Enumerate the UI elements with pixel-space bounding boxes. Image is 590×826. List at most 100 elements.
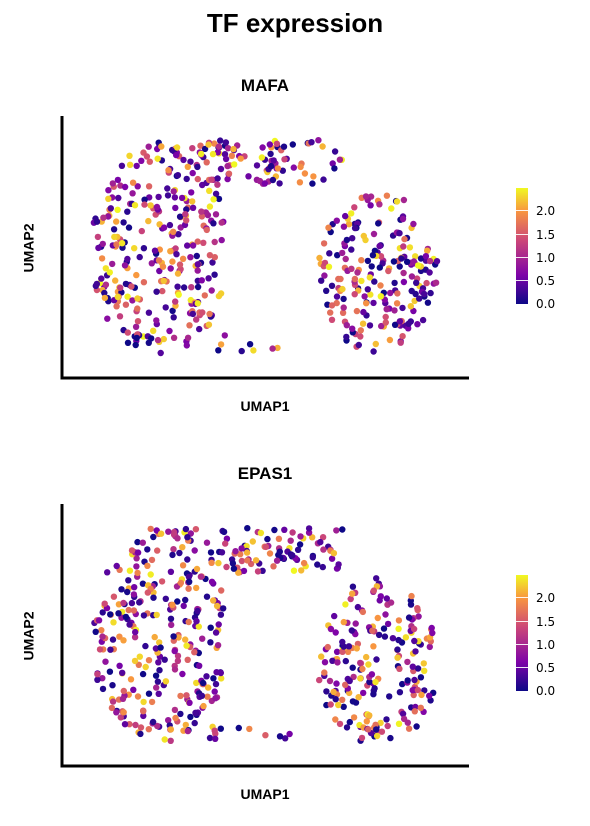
cell-point xyxy=(99,240,107,248)
cell-point xyxy=(328,282,336,289)
cell-point xyxy=(413,723,420,730)
cell-point xyxy=(325,224,332,231)
cell-point xyxy=(370,299,377,307)
cell-point xyxy=(309,554,316,561)
cell-point xyxy=(215,143,223,150)
cell-point xyxy=(113,562,120,570)
cell-point xyxy=(330,688,337,696)
cell-point xyxy=(408,287,415,295)
cell-point xyxy=(264,535,271,543)
cell-point xyxy=(112,277,119,284)
cell-point xyxy=(211,140,218,147)
colorbar-legend-mafa: 0.0 0.5 1.0 1.5 2.0 xyxy=(514,188,584,318)
cell-point xyxy=(209,259,216,266)
cell-point xyxy=(130,686,137,693)
cell-point xyxy=(321,259,329,267)
cell-point xyxy=(133,563,140,570)
cell-point xyxy=(206,252,214,259)
cell-point xyxy=(130,607,138,614)
cell-point xyxy=(209,150,217,158)
cell-point xyxy=(289,552,296,559)
cell-point xyxy=(230,145,237,153)
cell-point xyxy=(199,635,206,642)
cell-point xyxy=(411,676,418,684)
cell-point xyxy=(399,680,406,688)
cell-point xyxy=(195,623,202,630)
cell-point xyxy=(170,228,177,235)
cell-point xyxy=(198,692,206,699)
cell-point xyxy=(136,599,143,606)
cell-point xyxy=(212,735,219,742)
cell-point xyxy=(140,612,148,619)
cell-point xyxy=(189,310,197,318)
cell-point xyxy=(328,316,336,323)
cell-point xyxy=(154,678,162,685)
cell-point xyxy=(201,145,209,153)
cell-point xyxy=(420,660,427,667)
cell-point xyxy=(254,568,262,575)
cell-point xyxy=(185,618,192,626)
cell-point xyxy=(205,141,212,148)
cell-point xyxy=(350,714,358,721)
cell-point xyxy=(113,241,120,248)
cell-point xyxy=(243,543,250,550)
cell-point xyxy=(211,238,218,246)
cell-point xyxy=(128,599,136,607)
cell-point xyxy=(164,185,171,192)
cell-point xyxy=(194,300,201,307)
colorbar-tick-label: 0.5 xyxy=(536,661,556,675)
cell-point xyxy=(372,678,379,686)
cell-point xyxy=(193,316,200,323)
cell-point xyxy=(321,272,328,279)
cell-point xyxy=(370,230,378,238)
cell-point xyxy=(395,625,402,632)
cell-point xyxy=(339,638,346,646)
cell-point xyxy=(211,727,218,734)
y-axis-label-epas1: UMAP2 xyxy=(20,611,37,661)
cell-point xyxy=(107,611,114,618)
cell-point xyxy=(257,529,265,537)
cell-point xyxy=(121,262,129,269)
cell-point xyxy=(347,595,354,603)
cell-point xyxy=(256,177,264,185)
cell-point xyxy=(245,173,252,180)
cell-point xyxy=(342,657,349,665)
cell-point xyxy=(395,720,403,727)
cell-point xyxy=(99,675,106,682)
cell-point xyxy=(243,549,251,556)
cell-point xyxy=(115,610,122,617)
cell-point xyxy=(334,252,341,259)
cell-point xyxy=(250,347,257,354)
cell-point xyxy=(146,158,153,165)
cell-point xyxy=(340,703,347,710)
cell-point xyxy=(129,190,136,197)
cell-point xyxy=(161,656,168,663)
cell-point xyxy=(215,621,222,628)
cell-point xyxy=(318,277,325,284)
cell-point xyxy=(147,525,154,533)
cell-point xyxy=(126,721,133,728)
cell-point xyxy=(126,161,134,168)
cell-point xyxy=(372,340,379,348)
cell-point xyxy=(124,208,131,215)
cell-point xyxy=(352,620,359,627)
cell-point xyxy=(105,213,112,220)
cell-point xyxy=(328,555,336,562)
cell-point xyxy=(223,563,230,571)
cell-point xyxy=(178,194,186,202)
cell-point xyxy=(145,183,153,190)
cell-point xyxy=(138,157,145,164)
cell-point xyxy=(167,737,174,744)
cell-point xyxy=(157,349,164,357)
cell-point xyxy=(369,627,376,634)
cell-point xyxy=(134,569,141,577)
cell-point xyxy=(100,214,107,221)
axis-lines xyxy=(60,504,469,768)
cell-point xyxy=(144,562,151,569)
cell-point xyxy=(183,175,190,183)
cell-point xyxy=(186,322,193,329)
cell-point xyxy=(365,661,372,668)
cell-point xyxy=(197,573,205,580)
cell-point xyxy=(339,648,346,655)
cell-point xyxy=(343,236,351,244)
